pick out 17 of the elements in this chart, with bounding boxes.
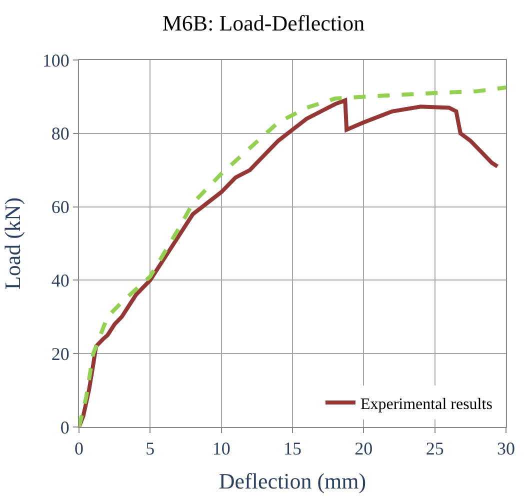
legend-label: Experimental results	[360, 396, 492, 413]
y-tick-label: 20	[51, 344, 70, 364]
x-tick-label: 30	[497, 438, 515, 459]
x-tick-label: 15	[284, 438, 302, 459]
chart-title: M6B: Load-Deflection	[162, 10, 365, 36]
y-tick-label: 60	[51, 197, 70, 218]
y-tick-label: 80	[51, 124, 70, 144]
x-tick-label: 5	[146, 438, 155, 459]
x-axis-title: Deflection (mm)	[218, 468, 366, 494]
y-tick-label: 100	[42, 50, 70, 70]
y-tick-label: 0	[60, 417, 70, 438]
x-tick-label: 20	[354, 438, 373, 459]
x-tick-label: 0	[74, 438, 84, 459]
y-tick-label: 40	[51, 270, 70, 290]
x-tick-label: 10	[212, 438, 230, 459]
x-tick-label: 25	[426, 438, 444, 459]
y-axis-title: Load (kN)	[0, 197, 26, 290]
